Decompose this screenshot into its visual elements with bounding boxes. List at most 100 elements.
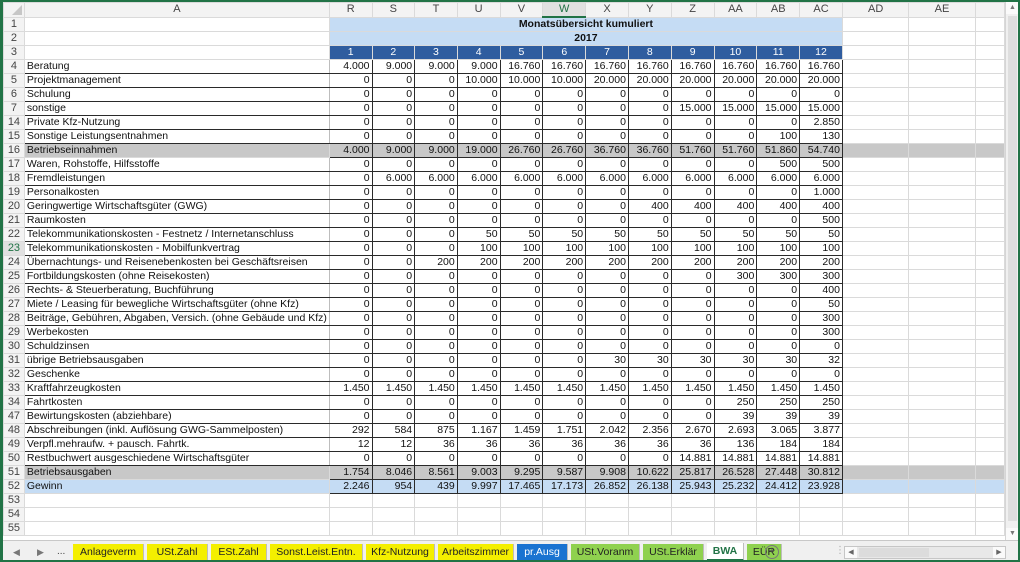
value-cell[interactable]: 0 xyxy=(499,269,544,284)
empty-cell[interactable] xyxy=(499,507,544,522)
value-cell[interactable]: 130 xyxy=(799,129,843,144)
empty-cell[interactable] xyxy=(974,213,1005,228)
empty-cell[interactable] xyxy=(841,213,910,228)
empty-cell[interactable] xyxy=(974,395,1005,410)
empty-cell[interactable] xyxy=(713,521,758,536)
month-header-cell[interactable]: 12 xyxy=(799,45,843,60)
value-cell[interactable]: 0 xyxy=(328,255,373,270)
tab-scroll-right-icon[interactable]: ▶ xyxy=(37,547,44,557)
empty-cell[interactable] xyxy=(23,493,330,508)
empty-cell[interactable] xyxy=(499,493,544,508)
value-cell[interactable]: 26.760 xyxy=(499,143,544,158)
value-cell[interactable]: 0 xyxy=(328,353,373,368)
value-cell[interactable]: 9.000 xyxy=(414,143,458,158)
value-cell[interactable]: 400 xyxy=(670,199,715,214)
value-cell[interactable]: 0 xyxy=(371,367,416,382)
value-cell[interactable]: 100 xyxy=(627,241,672,256)
value-cell[interactable]: 25.232 xyxy=(713,479,758,494)
month-header-cell[interactable]: 1 xyxy=(328,45,373,60)
empty-cell[interactable] xyxy=(908,199,976,214)
empty-cell[interactable] xyxy=(908,171,976,186)
value-cell[interactable]: 10.000 xyxy=(499,73,544,88)
value-cell[interactable]: 20.000 xyxy=(799,73,843,88)
empty-cell[interactable] xyxy=(670,507,715,522)
value-cell[interactable]: 0 xyxy=(585,283,629,298)
value-cell[interactable]: 0 xyxy=(499,353,544,368)
empty-cell[interactable] xyxy=(456,507,501,522)
row-label-cell[interactable]: Schuldzinsen xyxy=(23,339,330,354)
value-cell[interactable]: 0 xyxy=(799,367,843,382)
value-cell[interactable]: 16.760 xyxy=(627,59,672,74)
column-header-w[interactable]: W xyxy=(542,2,587,18)
empty-cell[interactable] xyxy=(841,45,910,60)
empty-cell[interactable] xyxy=(908,241,976,256)
empty-cell[interactable] xyxy=(841,73,910,88)
tab-scroll-left-icon[interactable]: ◀ xyxy=(13,547,20,557)
value-cell[interactable]: 0 xyxy=(456,395,501,410)
empty-cell[interactable] xyxy=(799,493,843,508)
row-header[interactable]: 50 xyxy=(3,451,25,466)
empty-cell[interactable] xyxy=(908,227,976,242)
value-cell[interactable]: 0 xyxy=(371,101,416,116)
row-header[interactable]: 19 xyxy=(3,185,25,200)
value-cell[interactable]: 39 xyxy=(713,409,758,424)
value-cell[interactable]: 184 xyxy=(799,437,843,452)
value-cell[interactable]: 0 xyxy=(414,269,458,284)
empty-cell[interactable] xyxy=(841,101,910,116)
empty-cell[interactable] xyxy=(841,409,910,424)
value-cell[interactable]: 0 xyxy=(456,339,501,354)
value-cell[interactable]: 25.943 xyxy=(670,479,715,494)
empty-cell[interactable] xyxy=(841,451,910,466)
value-cell[interactable]: 0 xyxy=(713,325,758,340)
empty-cell[interactable] xyxy=(908,339,976,354)
value-cell[interactable]: 14.881 xyxy=(713,451,758,466)
empty-cell[interactable] xyxy=(908,31,976,46)
empty-cell[interactable] xyxy=(841,339,910,354)
value-cell[interactable]: 0 xyxy=(371,185,416,200)
value-cell[interactable]: 3.065 xyxy=(756,423,801,438)
value-cell[interactable]: 400 xyxy=(713,199,758,214)
column-header-ab[interactable]: AB xyxy=(756,2,801,18)
sheet-tab-pr-ausg[interactable]: pr.Ausg xyxy=(517,544,568,560)
value-cell[interactable]: 0 xyxy=(627,213,672,228)
value-cell[interactable]: 136 xyxy=(713,437,758,452)
value-cell[interactable]: 0 xyxy=(414,311,458,326)
row-header[interactable]: 53 xyxy=(3,493,25,508)
value-cell[interactable]: 0 xyxy=(456,297,501,312)
row-header[interactable]: 52 xyxy=(3,479,25,494)
vertical-scroll-thumb[interactable] xyxy=(1008,16,1017,521)
empty-cell[interactable] xyxy=(974,479,1005,494)
empty-cell[interactable] xyxy=(908,451,976,466)
value-cell[interactable]: 36.760 xyxy=(627,143,672,158)
value-cell[interactable]: 16.760 xyxy=(542,59,587,74)
empty-cell[interactable] xyxy=(627,493,672,508)
value-cell[interactable]: 4.000 xyxy=(328,143,373,158)
value-cell[interactable]: 500 xyxy=(799,213,843,228)
value-cell[interactable]: 20.000 xyxy=(713,73,758,88)
value-cell[interactable]: 0 xyxy=(371,199,416,214)
value-cell[interactable]: 0 xyxy=(371,395,416,410)
value-cell[interactable]: 9.908 xyxy=(585,465,629,480)
value-cell[interactable]: 0 xyxy=(414,157,458,172)
value-cell[interactable]: 0 xyxy=(499,297,544,312)
empty-cell[interactable] xyxy=(908,311,976,326)
value-cell[interactable]: 0 xyxy=(585,269,629,284)
row-header[interactable]: 3 xyxy=(3,45,25,60)
value-cell[interactable]: 0 xyxy=(456,157,501,172)
sheet-tab-est-zahl[interactable]: ESt.Zahl xyxy=(211,544,267,560)
empty-cell[interactable] xyxy=(908,213,976,228)
value-cell[interactable]: 0 xyxy=(371,283,416,298)
empty-cell[interactable] xyxy=(974,325,1005,340)
value-cell[interactable]: 8.046 xyxy=(371,465,416,480)
empty-cell[interactable] xyxy=(841,381,910,396)
value-cell[interactable]: 0 xyxy=(542,101,587,116)
empty-cell[interactable] xyxy=(908,87,976,102)
value-cell[interactable]: 0 xyxy=(585,185,629,200)
value-cell[interactable]: 0 xyxy=(670,367,715,382)
empty-cell[interactable] xyxy=(841,255,910,270)
value-cell[interactable]: 0 xyxy=(627,395,672,410)
empty-cell[interactable] xyxy=(908,521,976,536)
empty-cell[interactable] xyxy=(908,143,976,158)
value-cell[interactable]: 0 xyxy=(542,185,587,200)
value-cell[interactable]: 0 xyxy=(456,213,501,228)
